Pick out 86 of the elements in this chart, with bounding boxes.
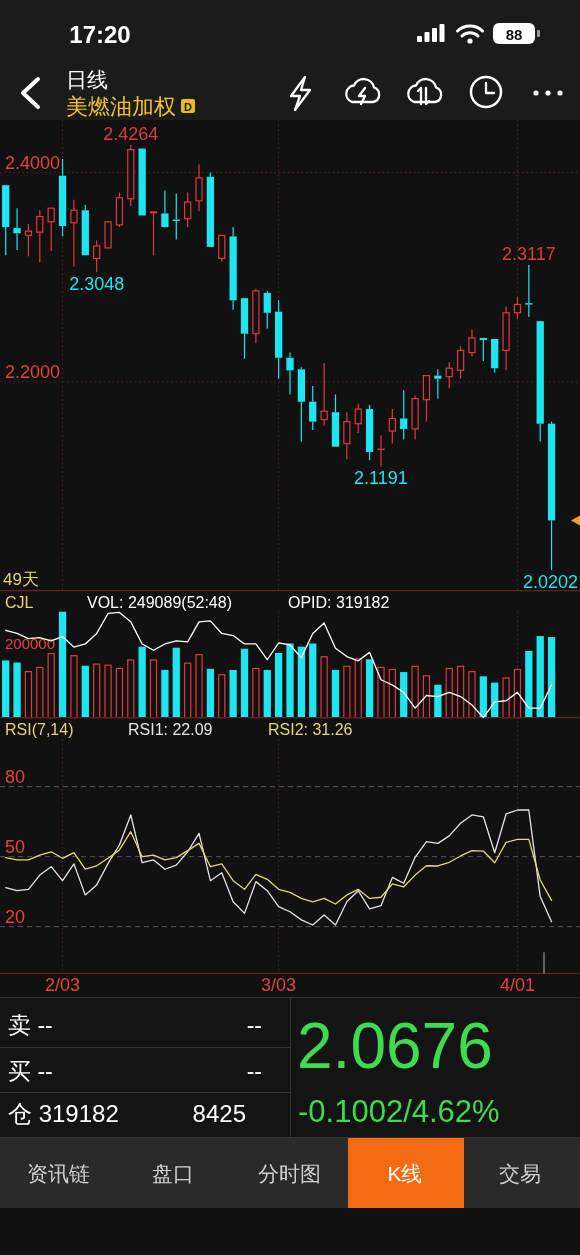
bar [70,655,78,719]
annotation: 49天 [3,570,39,590]
annotation: 2.3117 [501,243,556,264]
bar [274,653,283,718]
bar [479,676,487,718]
bar [263,669,271,718]
annotation: 2.4264 [103,123,159,144]
bar [24,671,33,719]
text: 2.0676 [297,1010,493,1082]
y-tick-label: 2.4000 [5,152,61,173]
bar [365,659,374,718]
bar [2,660,10,718]
text: 资讯链 [26,1162,90,1185]
bar [115,667,124,719]
bar [229,669,237,718]
bar [149,659,158,719]
bar [400,672,408,718]
annotation: 2.1191 [354,468,408,489]
bar [513,668,522,719]
series-label: OPID: 319182 [288,594,390,611]
chart-title: RSI(7,14) [5,721,74,738]
x-tick-label: 4/01 [499,975,535,995]
bar [434,684,442,718]
text: 日线 [66,68,108,91]
bar [36,666,44,719]
bar [388,668,396,719]
bar [138,646,146,718]
annotation: 2.3048 [69,274,125,295]
bar [343,665,351,719]
bar [206,668,215,718]
bar [377,666,385,719]
bar [547,637,556,718]
bar [47,653,55,719]
text: 卖 -- [8,1012,53,1038]
bar [93,663,101,719]
bar [13,662,21,718]
bar [525,650,533,718]
bar [297,646,306,718]
text: 8425 [192,1100,246,1127]
y-tick-label: 50 [5,836,26,857]
bar [320,656,328,719]
text: RSI1: 22.09 [128,721,213,738]
text: 买 -- [8,1058,53,1084]
text: -- [246,1058,262,1084]
text: -- [246,1012,262,1038]
text: -0.1002/4.62% [298,1094,500,1129]
bar [161,669,169,718]
bar [240,648,249,718]
bar [252,667,260,719]
bar [195,654,203,719]
bar [286,643,294,718]
y-tick-label: 2.2000 [5,361,61,382]
bar [81,665,89,718]
text: K线 [387,1162,423,1185]
x-tick-label: 2/03 [45,975,81,995]
bar [58,611,67,718]
bar [218,674,226,719]
annotation: 200000 [5,635,56,652]
x-tick-label: 3/03 [261,975,297,995]
bar [536,636,544,718]
text: 分时图 [257,1162,321,1185]
y-tick-label: 80 [5,766,26,787]
series-label: VOL: 249089(52:48) [87,594,232,611]
bar [411,665,419,719]
bar [331,669,340,718]
bar [456,665,465,719]
text: RSI2: 31.26 [268,721,353,738]
chart-title: CJL [5,594,34,611]
text: 盘口 [152,1162,194,1185]
bar [309,643,317,718]
text: 88 [505,25,523,43]
bar [184,662,192,719]
bar [104,664,112,719]
bar [172,647,180,718]
bar [127,659,135,719]
bar [422,675,431,719]
text: 17:20 [69,21,131,48]
bar [502,677,510,719]
bar [354,658,362,719]
bar [445,667,453,719]
text: 美燃油加权 [66,94,176,119]
text: 仓 319182 [8,1100,119,1127]
y-tick-label: 20 [5,906,26,927]
text: 交易 [499,1162,541,1185]
bar [468,671,476,719]
annotation: 2.0202 [522,571,578,592]
